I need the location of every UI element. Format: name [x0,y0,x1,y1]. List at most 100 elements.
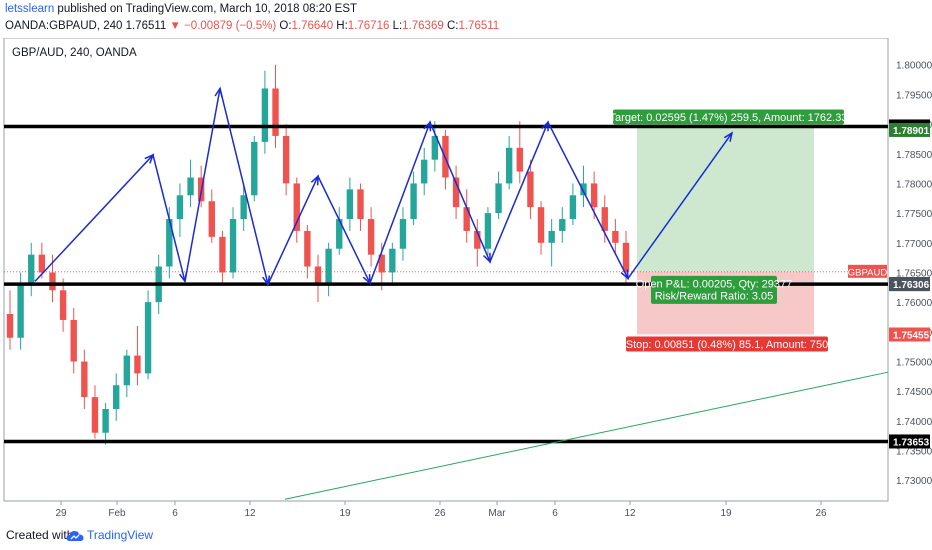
candle-body [537,207,545,243]
open-pnl-label-text: Risk/Reward Ratio: 3.05 [655,290,774,302]
symbol-tag-text: GBPAUD [848,267,888,278]
zigzag-arrowhead [362,274,371,285]
x-tick-label: 6 [552,508,558,519]
low-value: 1.76369 [402,20,444,32]
y-tick-label: 1.79500 [896,90,932,101]
target-label-text: Target: 0.02595 (1.47%) 259.5, Amount: 1… [610,112,848,124]
stop-label-text: Stop: 0.00851 (0.48%) 85.1, Amount: 750 [626,339,828,351]
chart-title: GBP/AUD, 240, OANDA [12,47,137,59]
candle-body [176,195,184,220]
candle-body [601,207,608,231]
candle-body [113,385,120,409]
footer: Created with TradingView [0,522,932,550]
candle-body [208,201,215,237]
zigzag-arrowhead [214,86,223,98]
candle-body [590,183,598,208]
candle-body [559,219,566,231]
candle-body [166,219,173,267]
candle-body [378,254,385,273]
zigzag-arrowhead [620,269,629,281]
candle-body [293,183,300,231]
candle-body [346,189,354,220]
y-tick-label: 1.73000 [896,476,932,487]
candle-body [49,272,56,291]
zigzag-arrowhead [541,120,549,132]
publish-text: published on TradingView.com, March 10, … [57,3,358,15]
y-tick-label: 1.77000 [896,239,932,250]
zigzag-arrowhead [178,272,188,284]
low-label: L: [392,20,403,32]
x-tick-label: 19 [339,508,351,519]
x-tick-label: Mar [488,508,506,519]
candle-body [569,195,577,220]
price-tag-text: 1.76306 [893,280,930,291]
y-tick-label: 1.78500 [896,150,932,161]
x-tick-label: Feb [108,508,126,519]
candle-body [81,361,88,398]
chart-header: letsslearn published on TradingView.com,… [0,0,932,38]
zigzag-arrowhead [723,131,734,142]
x-tick-label: 6 [172,508,178,519]
candle-body [251,141,258,196]
tradingview-logo[interactable]: TradingView [66,528,153,542]
zigzag-arrowhead [310,174,319,186]
x-tick-label: 12 [244,508,256,519]
candle-body [516,147,523,172]
stop-label-box [626,336,828,352]
candle-body [431,135,439,160]
x-tick-label: 29 [55,508,67,519]
author-link[interactable]: letsslearn [5,3,55,15]
symbol-interval[interactable]: OANDA:GBPAUD, 240 [5,20,123,32]
candle-body [622,242,630,272]
price-change: ▼ −0.00879 (−0.5%) [169,20,277,32]
candle-body [187,177,194,196]
candle-body [474,230,481,249]
ohlc-legend: OANDA:GBPAUD, 240 1.76511 ▼ −0.00879 (−0… [5,20,499,32]
candle-body [70,319,77,362]
y-tick-label: 1.73500 [896,447,932,458]
price-tag-bg [889,122,930,137]
candle-body [357,189,364,220]
candle-body [134,355,141,374]
candle-body [367,219,375,255]
price-tag-text: 1.78901 [893,126,930,137]
tradingview-cloud-icon [66,531,84,541]
x-tick-label: 26 [434,508,446,519]
level-price-tag-bg [889,434,930,449]
candle-body [261,88,269,142]
zigzag-pattern [34,88,733,287]
y-tick-label: 1.74500 [896,387,932,398]
candle-body [505,147,513,184]
candle-body [336,219,343,249]
y-tick-label: 1.76500 [896,268,932,279]
zigzag-arrowhead [423,120,432,132]
candle-body [325,248,332,285]
close-value: 1.76511 [458,20,500,32]
candle-body [59,290,67,320]
candle-body [389,248,396,273]
open-pnl-label-box [651,275,777,304]
candle-body [102,408,109,433]
chart-area[interactable]: GBP/AUD, 240, OANDA Target: 0.02595 (1.47… [0,37,932,522]
candle-body [144,302,152,374]
candle-body [282,135,290,184]
candle-body [527,171,534,208]
y-tick-label: 1.76000 [896,298,932,309]
candle-body [17,284,24,338]
candle-body [314,266,322,285]
publish-info: letsslearn published on TradingView.com,… [5,3,357,15]
candle-body [304,230,311,267]
candle-body [421,159,428,184]
x-tick-label: 26 [815,508,827,519]
zigzag-arrowhead [144,153,155,164]
y-tick-label: 1.80000 [896,61,932,72]
candle-body [463,207,470,231]
y-tick-label: 1.78000 [896,179,932,190]
close-label: C: [446,20,459,32]
price-tag-bg [889,276,930,291]
candle-body [272,88,279,136]
price-chart[interactable]: GBP/AUD, 240, OANDA Target: 0.02595 (1.47… [0,37,932,522]
created-with-text: Created with [6,528,74,542]
candle-body [580,183,587,196]
candle-body [612,230,619,243]
